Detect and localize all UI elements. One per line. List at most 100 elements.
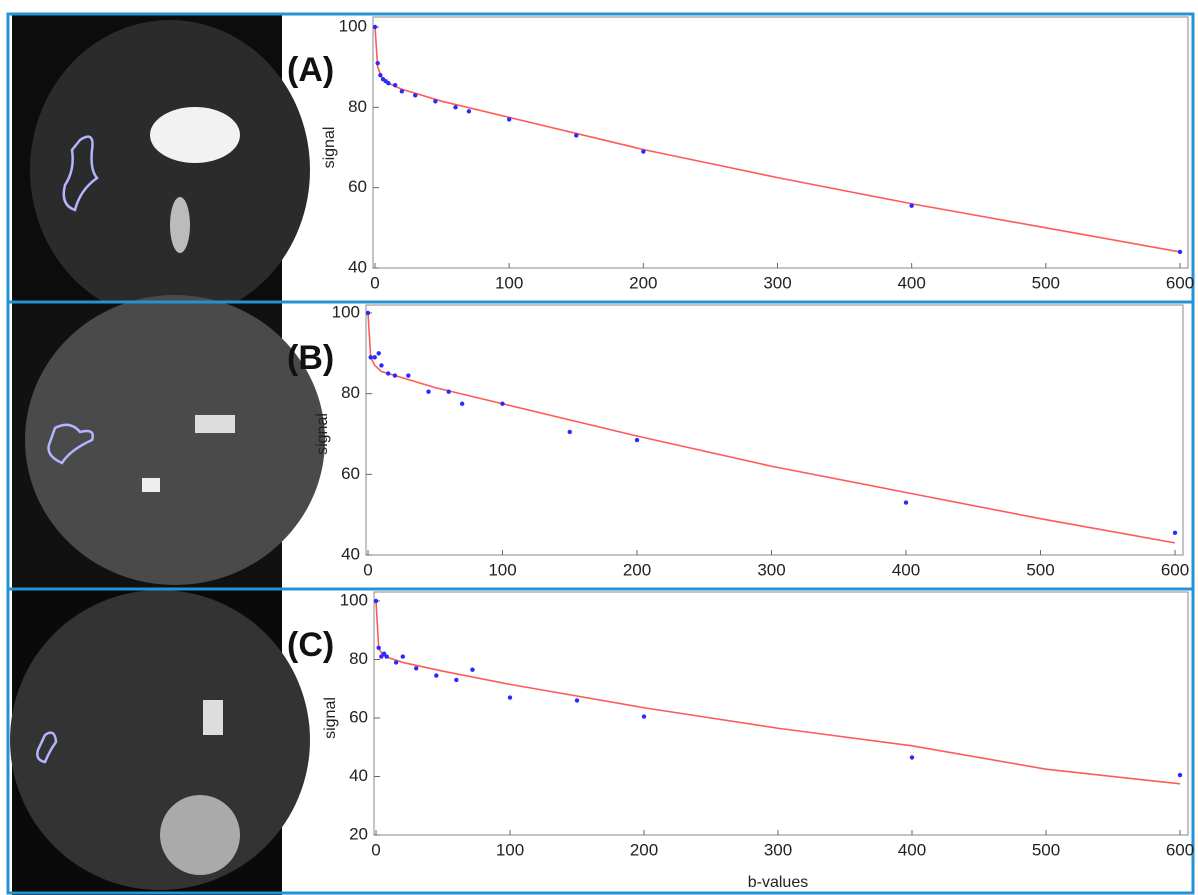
x-tick-label: 300: [763, 273, 791, 292]
panel-label: (C): [287, 626, 334, 664]
x-axis-label: b-values: [748, 874, 808, 891]
x-tick-label: 400: [897, 273, 925, 292]
data-point: [433, 99, 437, 103]
data-point: [386, 371, 390, 375]
x-tick-label: 0: [363, 560, 372, 579]
data-point: [500, 402, 504, 406]
data-point: [386, 81, 390, 85]
mri-bright: [170, 197, 190, 253]
mri-bright: [160, 795, 240, 875]
data-point: [635, 438, 639, 442]
data-point: [568, 430, 572, 434]
data-point: [1178, 773, 1182, 777]
data-point: [379, 363, 383, 367]
data-point: [574, 133, 578, 137]
x-tick-label: 600: [1161, 560, 1189, 579]
y-tick-label: 40: [341, 544, 360, 563]
chart: 0 100 200 300 400 500 600 40 60 80 100 signal (A): [287, 16, 1194, 292]
y-tick-label: 20: [349, 824, 368, 843]
panel-label: (A): [287, 51, 334, 89]
data-point: [385, 654, 389, 658]
figure: 0100200300400500600406080100signal(A)010…: [0, 0, 1198, 895]
x-tick-label: 100: [496, 840, 524, 859]
chart: 0 100 200 300 400 500 600 40 60 80 100 signal (B): [287, 302, 1189, 579]
x-tick-label: 300: [757, 560, 785, 579]
data-point: [373, 355, 377, 359]
data-point: [460, 402, 464, 406]
y-tick-label: 40: [348, 257, 367, 276]
data-point: [641, 149, 645, 153]
data-point: [401, 654, 405, 658]
data-point: [376, 646, 380, 650]
data-point: [453, 105, 457, 109]
x-tick-label: 100: [495, 273, 523, 292]
mri-bright: [150, 107, 240, 163]
x-tick-label: 300: [764, 840, 792, 859]
y-axis-label: signal: [321, 127, 338, 169]
data-point: [377, 351, 381, 355]
x-tick-label: 200: [630, 840, 658, 859]
data-point: [393, 83, 397, 87]
data-point: [507, 117, 511, 121]
y-tick-label: 80: [341, 383, 360, 402]
data-point: [470, 668, 474, 672]
x-tick-label: 500: [1026, 560, 1054, 579]
x-tick-label: 500: [1032, 273, 1060, 292]
data-point: [406, 373, 410, 377]
data-point: [426, 389, 430, 393]
y-tick-label: 60: [348, 177, 367, 196]
data-point: [375, 61, 379, 65]
mri-bright: [142, 478, 160, 492]
x-tick-label: 200: [629, 273, 657, 292]
y-tick-label: 100: [332, 302, 360, 321]
y-tick-label: 60: [349, 707, 368, 726]
data-point: [910, 755, 914, 759]
data-point: [447, 389, 451, 393]
mri-bright: [203, 700, 223, 735]
y-axis-label: signal: [322, 697, 339, 739]
data-point: [394, 660, 398, 664]
chart: 0 100 200 300 400 500 600 20 40 60 80 100 signal b-va…: [287, 590, 1194, 891]
data-point: [400, 89, 404, 93]
data-point: [1178, 250, 1182, 254]
plot-frame: [373, 17, 1188, 268]
y-tick-label: 100: [340, 590, 368, 609]
x-tick-label: 400: [892, 560, 920, 579]
data-point: [1173, 531, 1177, 535]
data-point: [575, 698, 579, 702]
y-tick-label: 100: [339, 16, 367, 35]
plot-frame: [374, 592, 1188, 835]
mri-tissue: [25, 295, 325, 585]
panel-label: (B): [287, 339, 334, 377]
y-axis-label: signal: [314, 413, 331, 455]
mri-bright: [195, 415, 235, 433]
x-tick-label: 600: [1166, 273, 1194, 292]
x-tick-label: 0: [370, 273, 379, 292]
x-tick-label: 100: [488, 560, 516, 579]
x-tick-label: 500: [1032, 840, 1060, 859]
data-point: [904, 500, 908, 504]
y-tick-label: 40: [349, 766, 368, 785]
mri-images: [10, 15, 325, 895]
y-tick-label: 60: [341, 464, 360, 483]
data-point: [454, 678, 458, 682]
data-point: [909, 204, 913, 208]
data-point: [393, 373, 397, 377]
data-point: [366, 311, 370, 315]
data-point: [508, 695, 512, 699]
x-tick-label: 400: [898, 840, 926, 859]
x-tick-label: 600: [1166, 840, 1194, 859]
y-tick-label: 80: [349, 649, 368, 668]
data-point: [378, 73, 382, 77]
data-point: [373, 25, 377, 29]
data-point: [368, 355, 372, 359]
data-point: [434, 673, 438, 677]
y-tick-label: 80: [348, 97, 367, 116]
x-tick-label: 0: [371, 840, 380, 859]
x-tick-label: 200: [623, 560, 651, 579]
data-point: [467, 109, 471, 113]
plot-frame: [366, 305, 1183, 555]
data-point: [413, 93, 417, 97]
data-point: [642, 714, 646, 718]
data-point: [414, 666, 418, 670]
